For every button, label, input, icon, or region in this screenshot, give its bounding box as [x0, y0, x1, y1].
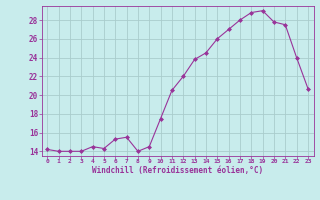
X-axis label: Windchill (Refroidissement éolien,°C): Windchill (Refroidissement éolien,°C) — [92, 166, 263, 175]
